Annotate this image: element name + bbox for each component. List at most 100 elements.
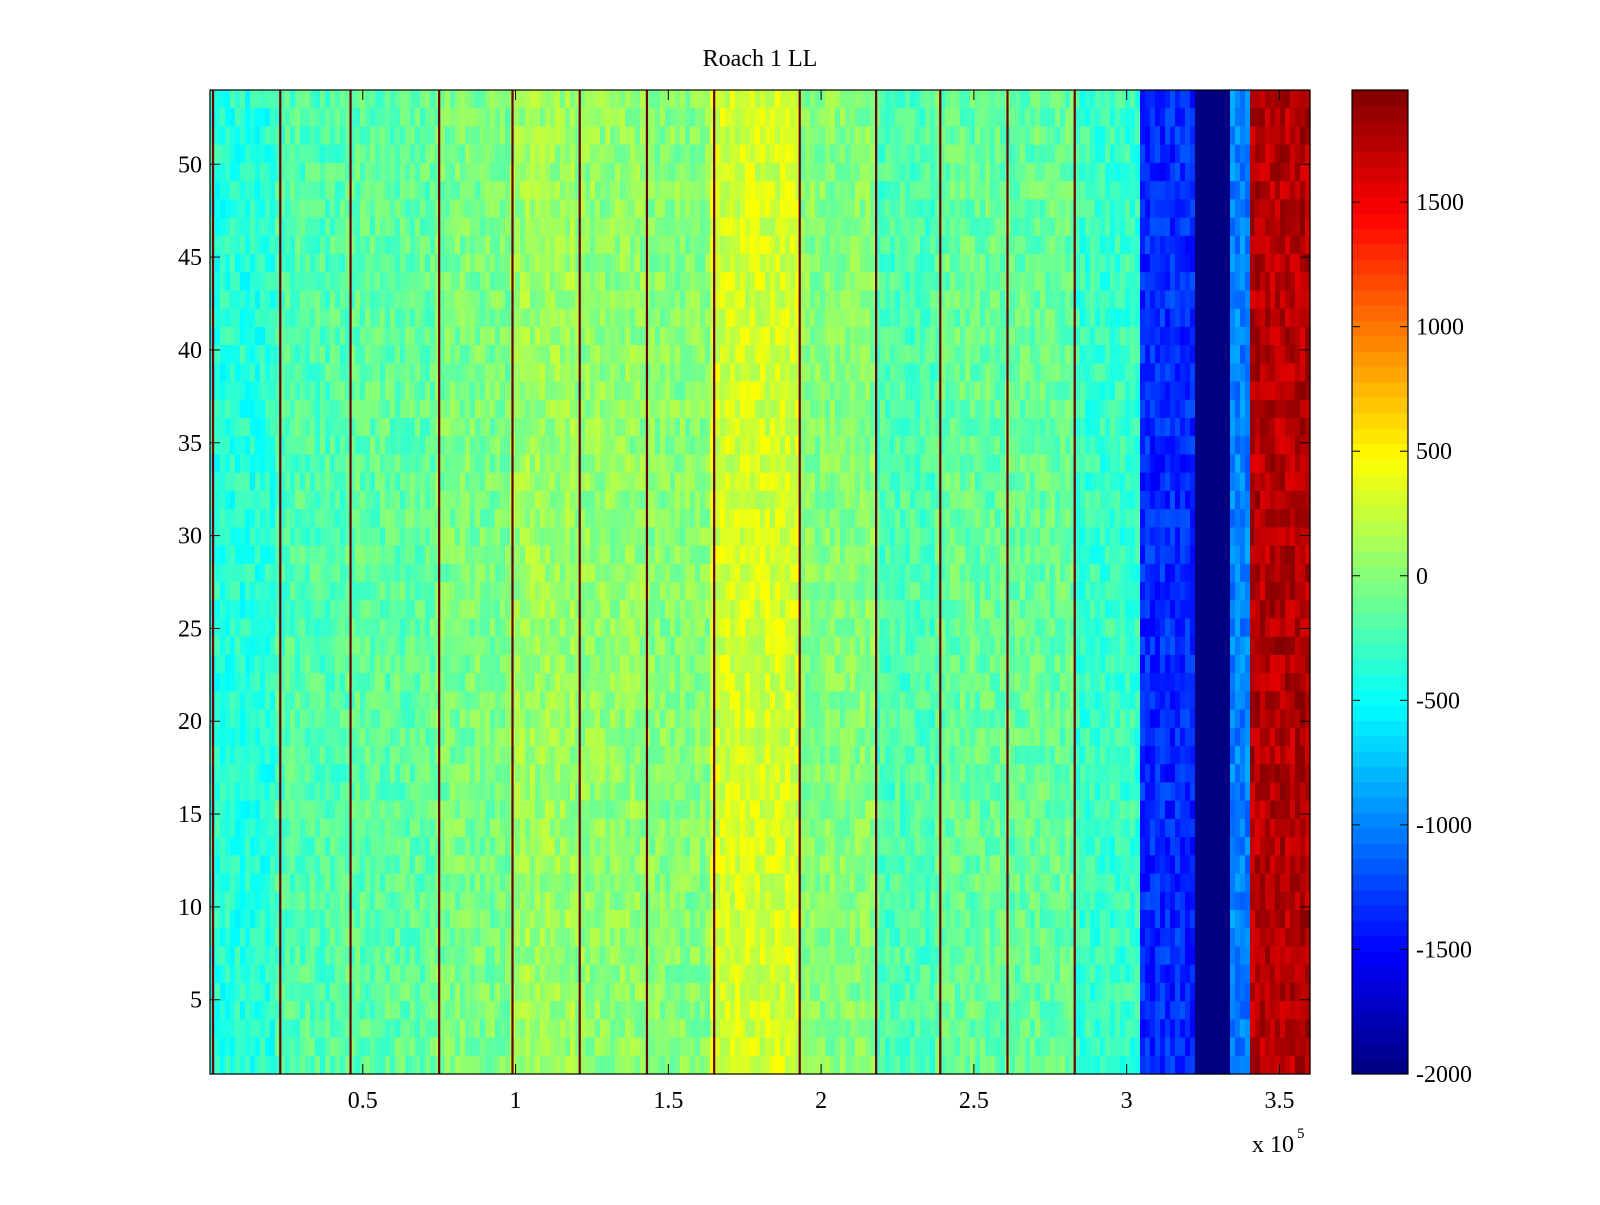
heatmap-cell	[245, 764, 251, 784]
heatmap-cell	[460, 345, 466, 364]
heatmap-cell	[430, 928, 436, 948]
heatmap-cell	[650, 308, 656, 328]
heatmap-cell	[305, 126, 311, 146]
heatmap-cell	[405, 399, 411, 419]
heatmap-cell	[670, 126, 676, 146]
heatmap-cell	[285, 928, 291, 948]
heatmap-cell	[415, 217, 421, 237]
heatmap-cell	[270, 345, 276, 364]
heatmap-cell	[660, 418, 666, 437]
heatmap-cell	[245, 545, 251, 565]
heatmap-cell	[260, 490, 266, 510]
heatmap-cell	[255, 636, 261, 656]
heatmap-cell	[565, 964, 571, 984]
heatmap-cell	[325, 855, 331, 875]
heatmap-cell	[250, 1001, 256, 1020]
heatmap-cell	[240, 1001, 246, 1020]
heatmap-cell	[665, 618, 671, 638]
heatmap-cell	[490, 654, 496, 674]
heatmap-cell	[535, 545, 541, 565]
heatmap-cell	[520, 545, 526, 565]
heatmap-cell	[465, 727, 471, 747]
heatmap-cell	[380, 272, 386, 292]
heatmap-cell	[450, 181, 456, 200]
heatmap-cell	[255, 509, 261, 528]
heatmap-cell	[575, 326, 581, 346]
heatmap-cell	[575, 582, 581, 601]
heatmap-cell	[565, 910, 571, 929]
heatmap-cell	[255, 199, 261, 219]
heatmap-cell	[260, 764, 266, 784]
heatmap-cell	[415, 727, 421, 747]
heatmap-cell	[320, 946, 326, 966]
heatmap-cell	[540, 308, 546, 328]
heatmap-cell	[300, 636, 306, 656]
heatmap-cell	[260, 1019, 266, 1039]
heatmap-cell	[460, 818, 466, 838]
heatmap-cell	[615, 290, 621, 310]
heatmap-cell	[300, 946, 306, 966]
heatmap-cell	[215, 326, 221, 346]
heatmap-cell	[570, 946, 576, 966]
heatmap-cell	[515, 946, 521, 966]
heatmap-cell	[625, 673, 631, 692]
heatmap-cell	[625, 764, 631, 784]
heatmap-cell	[220, 910, 226, 929]
heatmap-cell	[485, 108, 491, 128]
heatmap-cell	[525, 600, 531, 620]
heatmap-cell	[255, 818, 261, 838]
heatmap-cell	[635, 290, 641, 310]
heatmap-cell	[435, 308, 441, 328]
heatmap-cell	[480, 144, 486, 164]
heatmap-cell	[370, 381, 376, 401]
heatmap-cell	[405, 472, 411, 492]
heatmap-cell	[545, 1019, 551, 1039]
heatmap-cell	[305, 673, 311, 692]
heatmap-cell	[365, 1019, 371, 1039]
heatmap-cell	[365, 727, 371, 747]
heatmap-cell	[575, 1019, 581, 1039]
heatmap-cell	[330, 436, 336, 456]
heatmap-cell	[575, 217, 581, 237]
heatmap-cell	[650, 199, 656, 219]
heatmap-cell	[290, 527, 296, 547]
heatmap-cell	[620, 910, 626, 929]
heatmap-cell	[625, 181, 631, 200]
heatmap-cell	[565, 272, 571, 292]
heatmap-cell	[655, 727, 661, 747]
heatmap-cell	[385, 727, 391, 747]
heatmap-cell	[660, 509, 666, 528]
heatmap-cell	[585, 1019, 591, 1039]
heatmap-cell	[405, 563, 411, 583]
heatmap-cell	[380, 545, 386, 565]
heatmap-cell	[660, 345, 666, 364]
heatmap-cell	[400, 527, 406, 547]
heatmap-cell	[345, 509, 351, 528]
heatmap-cell	[375, 855, 381, 875]
heatmap-cell	[385, 527, 391, 547]
heatmap-cell	[520, 563, 526, 583]
heatmap-cell	[505, 181, 511, 200]
heatmap-cell	[220, 272, 226, 292]
heatmap-cell	[515, 345, 521, 364]
heatmap-cell	[620, 272, 626, 292]
heatmap-cell	[545, 891, 551, 911]
heatmap-cell	[350, 982, 356, 1002]
heatmap-cell	[250, 363, 256, 383]
heatmap-cell	[440, 290, 446, 310]
heatmap-cell	[595, 964, 601, 984]
heatmap-cell	[420, 509, 426, 528]
heatmap-cell	[265, 490, 271, 510]
heatmap-cell	[220, 691, 226, 711]
heatmap-cell	[530, 235, 536, 255]
heatmap-cell	[225, 90, 231, 109]
heatmap-cell	[545, 181, 551, 200]
heatmap-cell	[220, 964, 226, 984]
heatmap-cell	[390, 472, 396, 492]
heatmap-cell	[580, 90, 586, 109]
heatmap-cell	[610, 472, 616, 492]
heatmap-cell	[280, 418, 286, 437]
heatmap-cell	[500, 162, 506, 182]
heatmap-cell	[325, 472, 331, 492]
heatmap-cell	[525, 181, 531, 200]
